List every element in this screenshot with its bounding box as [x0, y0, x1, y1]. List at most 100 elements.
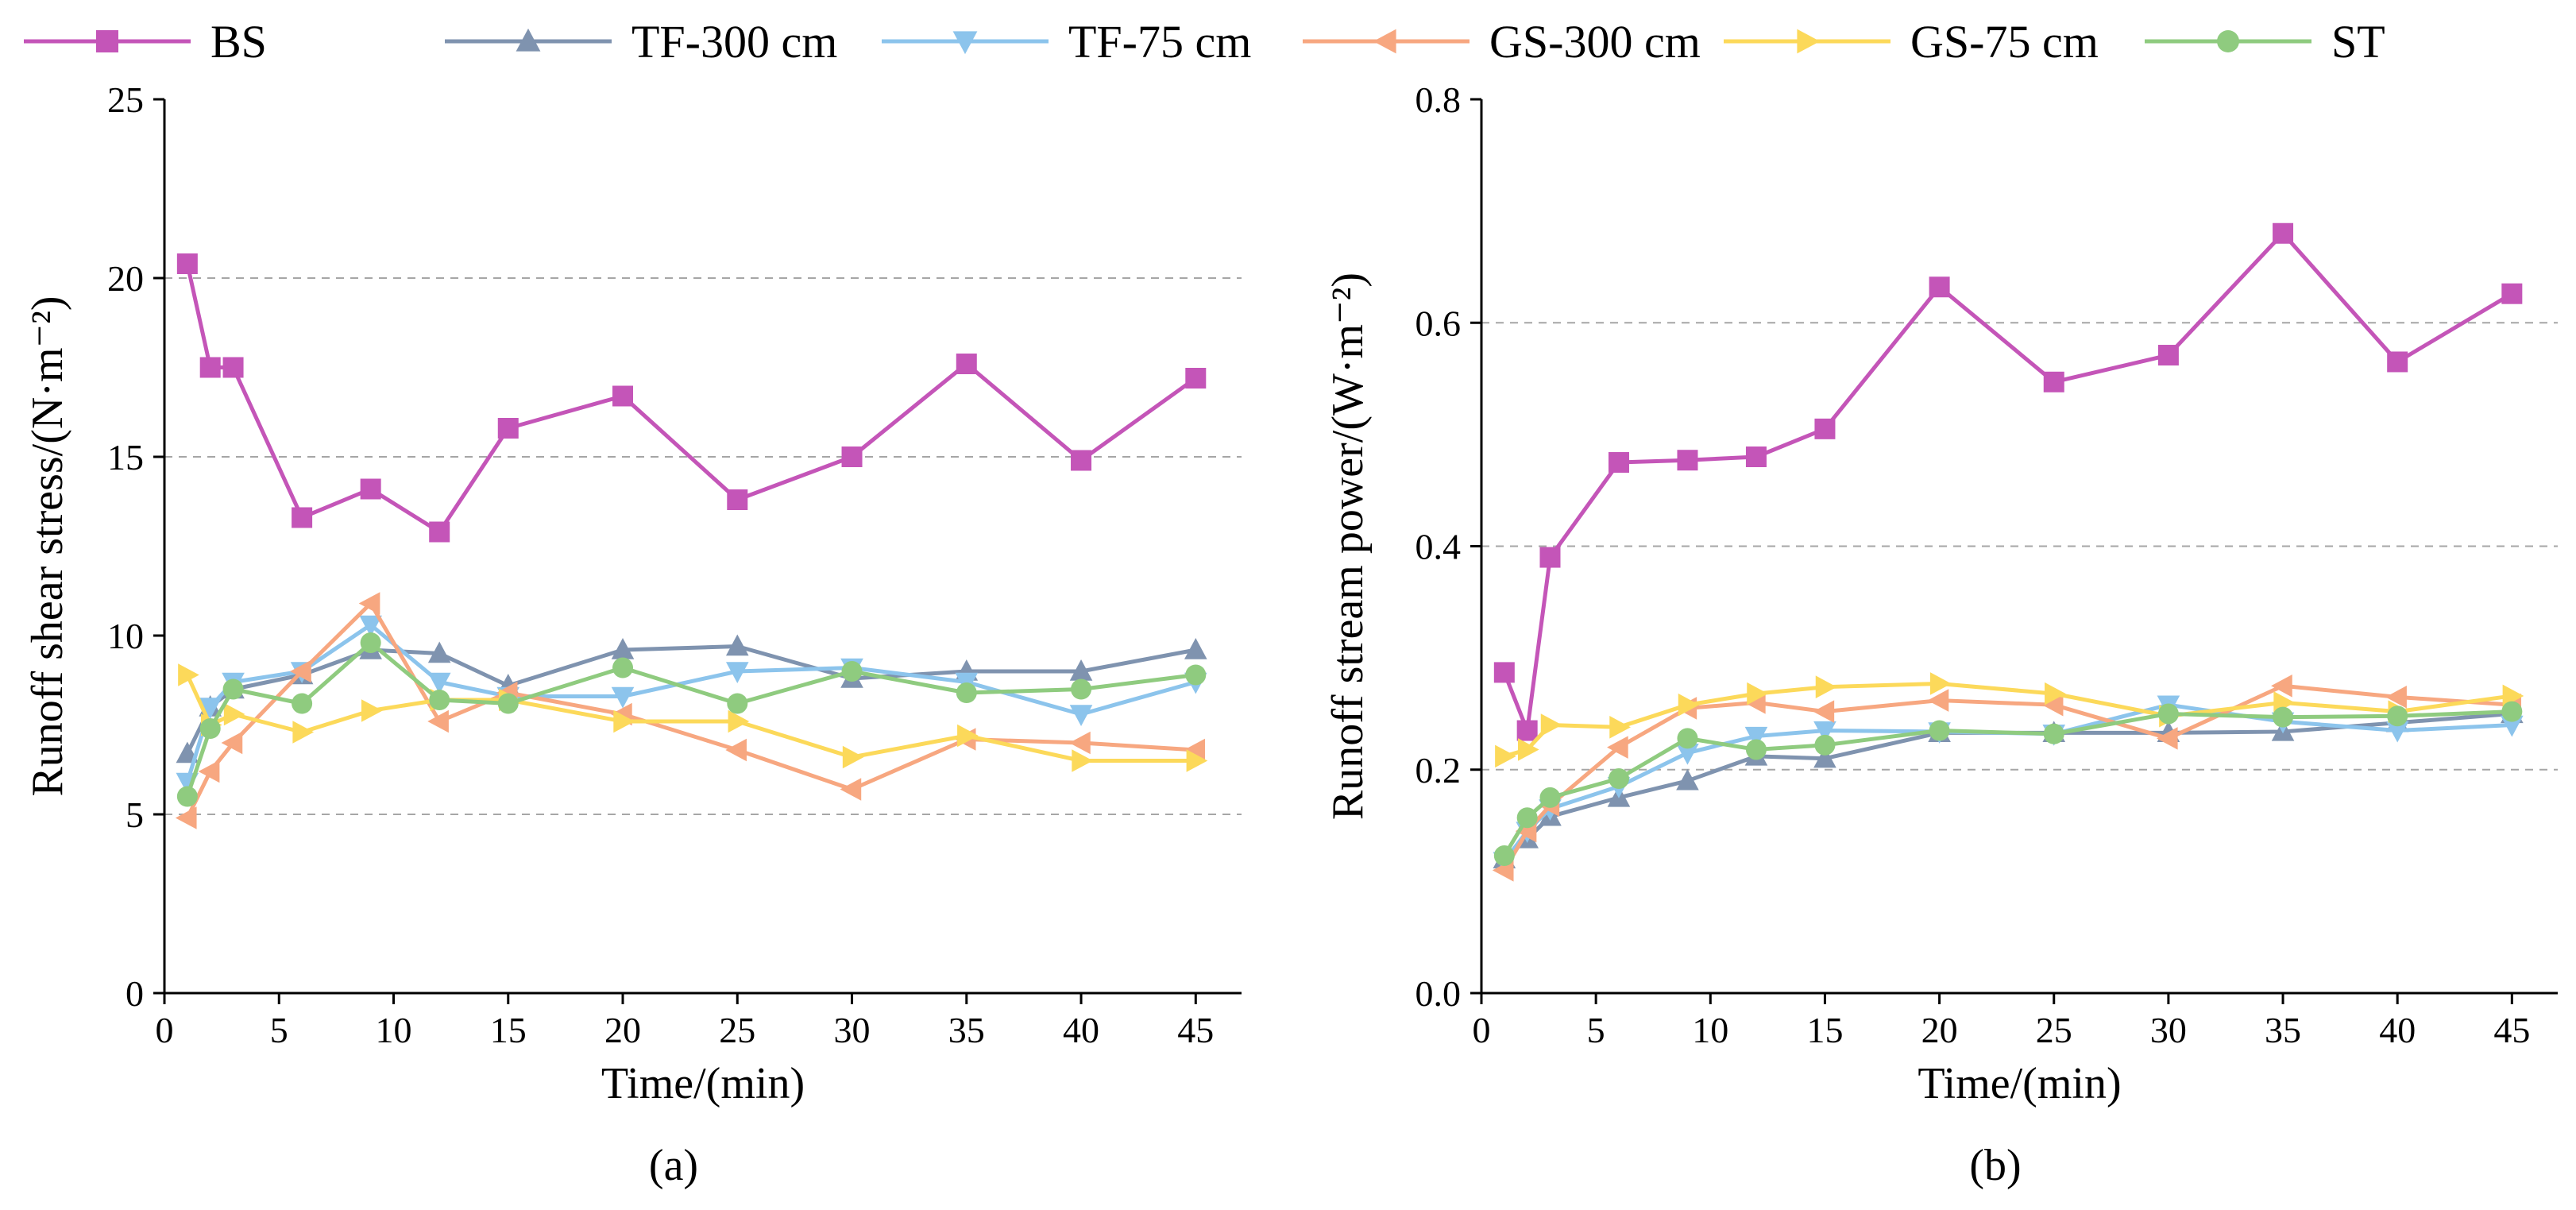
data-point: [1539, 547, 1561, 568]
data-point: [1517, 738, 1539, 761]
x-tick-label: 45: [2493, 1010, 2530, 1050]
data-point: [290, 659, 311, 683]
data-point: [497, 693, 519, 714]
data-point: [727, 693, 748, 714]
x-tick-label: 10: [376, 1010, 412, 1050]
data-point: [360, 632, 381, 653]
data-point: [1185, 368, 1207, 389]
y-tick-label: 5: [126, 794, 144, 835]
data-point: [613, 709, 635, 733]
series-gs-75-cm: [1495, 672, 2524, 768]
data-point: [1929, 720, 1950, 741]
data-point: [1493, 845, 1515, 867]
data-point: [1745, 447, 1767, 467]
data-point: [1185, 664, 1207, 686]
data-point: [1745, 739, 1767, 760]
legend-label: BS: [210, 16, 267, 68]
data-point: [1676, 768, 1699, 791]
y-tick-label: 0.0: [1415, 973, 1462, 1014]
panel-a-shear-stress-chart: 0 5 10 15 20 25 0 5 10 15 20 25 30 35 40 45 Time/(min) Ru…: [23, 79, 1242, 1190]
data-point: [1747, 682, 1768, 706]
data-point: [176, 253, 198, 274]
data-point: [841, 661, 863, 682]
data-point: [429, 521, 450, 543]
x-tick-label: 35: [2265, 1010, 2301, 1050]
data-point: [725, 738, 747, 762]
data-point: [1495, 744, 1516, 768]
data-point: [223, 702, 245, 726]
data-point: [1608, 768, 1629, 789]
data-point: [2273, 222, 2294, 244]
x-tick-label: 40: [1063, 1010, 1099, 1050]
data-point: [1607, 736, 1628, 759]
y-tick-label: 0.2: [1415, 750, 1462, 791]
series-bs: [1493, 222, 2523, 741]
legend-label: ST: [2331, 16, 2385, 68]
data-point: [2385, 686, 2407, 709]
data-point: [221, 731, 243, 755]
y-tick-label: 0: [126, 973, 144, 1014]
data-point: [222, 357, 244, 378]
data-point: [1186, 749, 1208, 772]
series-line: [1502, 231, 2513, 733]
data-point: [361, 699, 383, 722]
data-point: [2502, 684, 2524, 708]
data-point: [497, 418, 519, 439]
data-point: [1677, 728, 1698, 749]
x-tick-label: 45: [1177, 1010, 1214, 1050]
x-tick-label: 35: [948, 1010, 985, 1050]
data-point: [1069, 705, 1093, 726]
data-point: [1493, 662, 1515, 683]
data-point: [2387, 706, 2408, 727]
data-point: [1814, 418, 1836, 439]
data-point: [1813, 721, 1836, 743]
data-point: [427, 709, 449, 733]
panel-caption: (b): [1969, 1141, 2021, 1190]
data-point: [199, 357, 221, 378]
data-point: [1677, 450, 1698, 471]
x-tick-label: 20: [604, 1010, 641, 1050]
data-point: [1184, 638, 1207, 659]
x-tick-label: 40: [2379, 1010, 2416, 1050]
data-point: [359, 615, 382, 637]
x-tick-label: 15: [490, 1010, 527, 1050]
data-point: [2271, 674, 2292, 698]
data-point: [292, 721, 315, 744]
data-point: [1540, 713, 1562, 736]
legend-marker: [96, 30, 118, 52]
series-st: [1493, 701, 2523, 867]
data-point: [957, 724, 979, 748]
legend-label: TF-300 cm: [631, 16, 837, 68]
data-point: [198, 760, 220, 783]
data-point: [1069, 659, 1093, 681]
data-point: [725, 634, 749, 656]
data-point: [1814, 734, 1836, 756]
series-line: [1503, 711, 2512, 861]
data-point: [2501, 715, 2524, 737]
data-point: [1072, 749, 1093, 772]
legend-item-gs-300-cm: GS-300 cm: [1303, 16, 1701, 68]
data-point: [2501, 701, 2523, 722]
data-point: [1676, 743, 1699, 765]
data-point: [1929, 672, 1952, 695]
data-point: [956, 682, 977, 703]
data-point: [1184, 738, 1205, 762]
legend: BS TF-300 cm TF-75 cm GS-300 cm GS-75 cm ST: [24, 16, 2385, 68]
legend-item-st: ST: [2145, 16, 2385, 68]
data-point: [292, 507, 313, 528]
x-tick-label: 20: [1921, 1010, 1958, 1050]
data-point: [727, 489, 748, 510]
data-point: [427, 672, 451, 694]
series-line: [185, 601, 1196, 819]
legend-item-tf-75-cm: TF-75 cm: [882, 16, 1251, 68]
data-point: [2045, 682, 2066, 706]
series-st: [176, 632, 1207, 807]
data-point: [1744, 726, 1768, 748]
data-point: [1813, 746, 1836, 768]
data-point: [358, 592, 380, 615]
data-point: [222, 678, 244, 700]
x-tick-label: 5: [1587, 1010, 1605, 1050]
data-point: [612, 657, 634, 678]
y-tick-label: 20: [107, 258, 144, 299]
x-tick-label: 25: [2036, 1010, 2072, 1050]
